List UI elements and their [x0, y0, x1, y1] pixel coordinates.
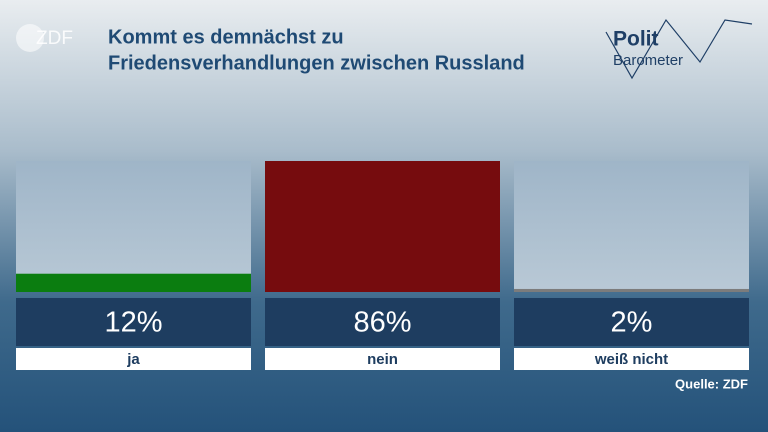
bar [514, 288, 749, 292]
category-box [16, 348, 251, 370]
value-box [514, 298, 749, 346]
bar [265, 161, 500, 292]
source: Quelle: ZDF [675, 376, 748, 391]
value-box [16, 298, 251, 346]
category-label: ja [126, 351, 140, 368]
brand: Polit [613, 28, 659, 51]
bar [16, 273, 251, 292]
value-label: 12% [104, 307, 162, 339]
value-label: 86% [353, 307, 411, 339]
logo-mark [16, 24, 44, 52]
brand-line [605, 18, 753, 80]
category-label: weiß nicht [594, 351, 668, 368]
value-box [265, 298, 500, 346]
brand: Barometer [613, 52, 683, 69]
category-box [265, 348, 500, 370]
value-label: 2% [611, 307, 653, 339]
chart-title: Friedensverhandlungen zwischen Russland [108, 52, 525, 74]
bar-background [514, 161, 749, 292]
logo: ZDF [36, 28, 73, 49]
category-box [514, 348, 749, 370]
category-label: nein [367, 351, 398, 368]
bar-background [16, 161, 251, 292]
chart-title: Kommt es demnächst zu [108, 26, 344, 48]
